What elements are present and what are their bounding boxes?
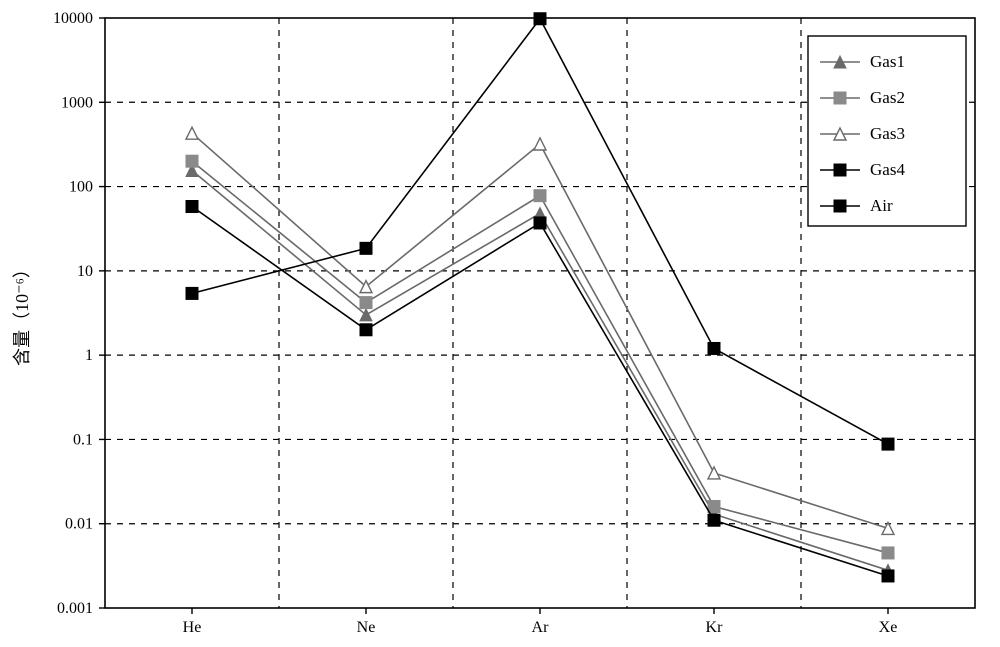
noble-gas-chart: 0.001 0.01 0.1 1 10 100 1000 10000 He Ne Ar Kr Xe 含量（… <box>0 0 1000 647</box>
svg-text:Ar: Ar <box>532 619 550 636</box>
svg-text:10000: 10000 <box>53 10 93 27</box>
svg-text:Gas2: Gas2 <box>870 88 905 107</box>
svg-text:1000: 1000 <box>61 94 93 111</box>
svg-text:Gas1: Gas1 <box>870 52 905 71</box>
svg-text:0.1: 0.1 <box>73 431 93 448</box>
svg-text:1: 1 <box>85 347 93 364</box>
svg-text:10: 10 <box>77 263 93 280</box>
svg-text:含量（10⁻⁶）: 含量（10⁻⁶） <box>12 260 32 366</box>
svg-text:Xe: Xe <box>879 619 898 636</box>
svg-text:Gas4: Gas4 <box>870 160 905 179</box>
svg-text:0.001: 0.001 <box>57 600 93 617</box>
svg-text:Ne: Ne <box>357 619 376 636</box>
svg-text:He: He <box>183 619 202 636</box>
svg-text:100: 100 <box>69 179 93 196</box>
svg-text:Gas3: Gas3 <box>870 124 905 143</box>
svg-text:Kr: Kr <box>706 619 724 636</box>
legend: Gas1 Gas2 Gas3 Gas4 Air <box>808 36 966 226</box>
chart-container: 0.001 0.01 0.1 1 10 100 1000 10000 He Ne Ar Kr Xe 含量（… <box>0 0 1000 647</box>
svg-text:0.01: 0.01 <box>65 516 93 533</box>
svg-text:Air: Air <box>870 196 893 215</box>
